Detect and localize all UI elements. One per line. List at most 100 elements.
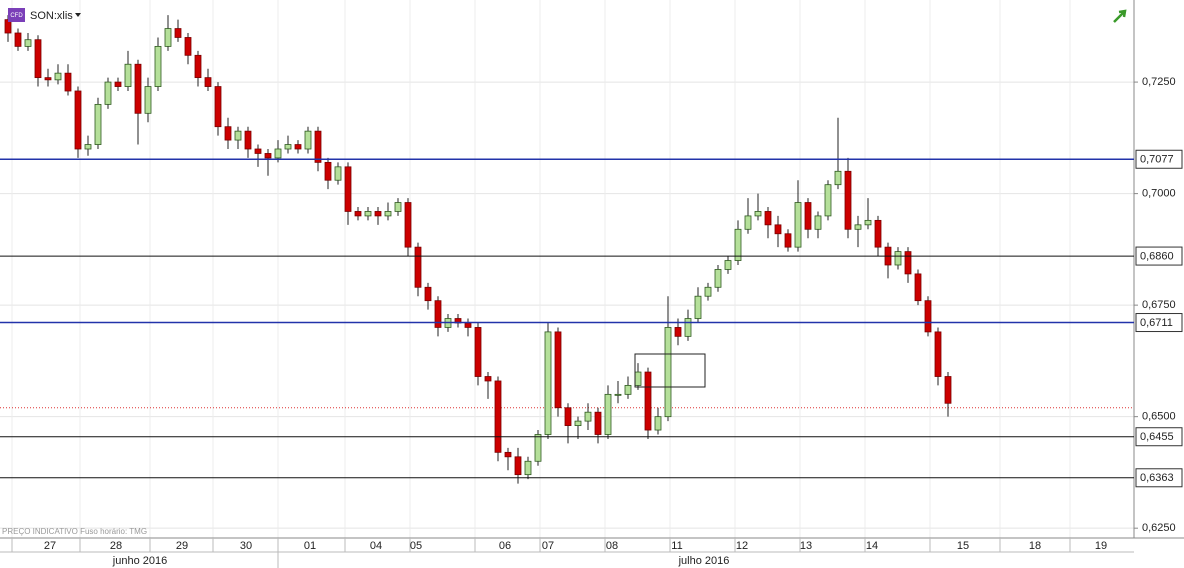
candle-body <box>244 130 252 150</box>
candle-body <box>44 77 52 81</box>
x-tick-label: 29 <box>176 540 188 552</box>
candle-body <box>274 148 282 159</box>
y-tick-label: 0,7000 <box>1142 188 1176 200</box>
x-tick-label: 04 <box>370 540 382 552</box>
candle-body <box>624 385 632 395</box>
candle-body <box>264 153 272 159</box>
y-tick-label: 0,7250 <box>1142 76 1176 88</box>
trend-icon[interactable] <box>1113 9 1127 23</box>
x-tick-label: 28 <box>110 540 122 552</box>
candle-body <box>414 246 422 288</box>
candle-body <box>724 260 732 270</box>
candle-body <box>844 170 852 230</box>
candle-body <box>164 28 172 47</box>
y-tick-label: 0,6250 <box>1142 522 1176 534</box>
level-label: 0,6455 <box>1140 431 1174 443</box>
candle-body <box>794 202 802 248</box>
level-label-box <box>1135 427 1183 447</box>
footnote: PREÇO INDICATIVO Fuso horário: TMG <box>2 527 147 536</box>
candle-body <box>544 331 552 435</box>
candle-body <box>24 39 32 47</box>
candle-body <box>754 211 762 217</box>
candle-body <box>314 130 322 163</box>
level-label: 0,6363 <box>1140 472 1174 484</box>
candle-body <box>514 456 522 476</box>
candle-body <box>104 81 112 105</box>
candle-body <box>74 90 82 150</box>
candle-body <box>114 81 122 87</box>
x-tick-label: 30 <box>240 540 252 552</box>
candle-body <box>644 371 652 431</box>
candle-body <box>364 211 372 217</box>
candle-body <box>284 144 292 150</box>
dropdown-arrow[interactable] <box>75 13 81 17</box>
candle-body <box>324 161 332 181</box>
candle-body <box>904 251 912 275</box>
candle-body <box>464 322 472 328</box>
candle-body <box>944 376 952 404</box>
candle-body <box>34 39 42 79</box>
candle-body <box>854 224 862 230</box>
x-tick-label: 07 <box>542 540 554 552</box>
level-label-box <box>1135 313 1183 333</box>
candle-body <box>774 224 782 235</box>
x-tick-label: 13 <box>800 540 812 552</box>
candle-body <box>494 380 502 453</box>
level-label: 0,7077 <box>1140 154 1174 166</box>
candle-body <box>744 215 752 230</box>
candle-body <box>194 54 202 79</box>
candle-body <box>374 211 382 217</box>
badge-text: CFD <box>10 13 23 19</box>
candle-body <box>674 327 682 337</box>
candle-body <box>834 170 842 186</box>
candle-body <box>94 103 102 145</box>
candle-body <box>934 331 942 377</box>
candle-body <box>434 300 442 328</box>
candle-body <box>334 166 342 181</box>
candle-body <box>304 130 312 150</box>
x-tick-label: 06 <box>499 540 511 552</box>
candle-body <box>914 273 922 302</box>
candle-body <box>714 269 722 288</box>
x-tick-label: 14 <box>866 540 878 552</box>
candle-body <box>14 32 22 47</box>
candle-body <box>784 233 792 248</box>
candle-body <box>234 130 242 141</box>
candle-body <box>704 286 712 297</box>
candle-body <box>174 28 182 38</box>
candle-body <box>394 202 402 212</box>
x-tick-label: 05 <box>410 540 422 552</box>
candle-body <box>824 184 832 217</box>
candle-body <box>254 148 262 154</box>
candle-body <box>384 211 392 217</box>
candle-body <box>664 327 672 418</box>
candle-body <box>654 416 662 431</box>
candle-body <box>524 460 532 476</box>
x-tick-label: 01 <box>304 540 316 552</box>
x-tick-label: 18 <box>1029 540 1041 552</box>
candle-body <box>484 376 492 382</box>
candle-body <box>584 411 592 422</box>
candle-body <box>344 166 352 212</box>
candle-body <box>614 393 622 396</box>
candle-body <box>84 144 92 150</box>
candle-body <box>534 434 542 462</box>
month-label: junho 2016 <box>112 555 167 567</box>
candle-body <box>814 215 822 230</box>
x-tick-label: 08 <box>606 540 618 552</box>
candle-body <box>154 45 162 87</box>
level-label: 0,6860 <box>1140 250 1174 262</box>
candle-body <box>764 211 772 226</box>
symbol[interactable]: SON:xlis <box>30 10 73 22</box>
badge <box>8 8 25 22</box>
candle-body <box>504 451 512 458</box>
candle-body <box>804 202 812 230</box>
annotation-box <box>634 353 706 388</box>
candle-body <box>894 251 902 266</box>
candle-body <box>604 393 612 435</box>
candle-body <box>564 407 572 426</box>
candle-body <box>144 86 152 114</box>
x-tick-label: 15 <box>957 540 969 552</box>
